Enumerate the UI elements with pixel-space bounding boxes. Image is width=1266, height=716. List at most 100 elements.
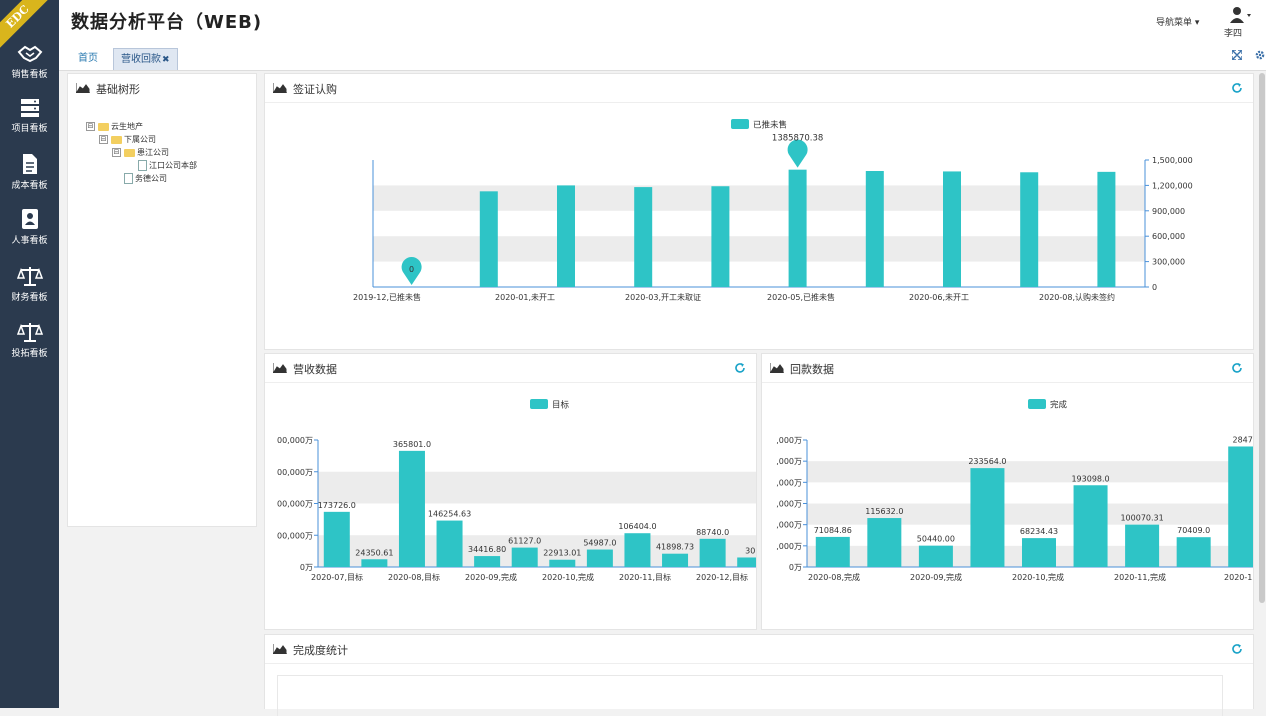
refresh-icon[interactable] bbox=[1231, 643, 1243, 655]
bar bbox=[815, 536, 850, 567]
x-tick-label: 2020-09,完成 bbox=[910, 572, 962, 582]
legend-swatch bbox=[530, 399, 548, 409]
panel-header: 回款数据 bbox=[762, 354, 1253, 383]
bar bbox=[970, 468, 1005, 567]
bar bbox=[918, 545, 953, 567]
tree-panel: 基础树形 ⊟ 云生地产 ⊟ 下属公司 ⊟ 患江公司 江口公司本部 务德公司 bbox=[67, 73, 257, 527]
data-label: 28470 bbox=[1232, 435, 1253, 444]
bar bbox=[361, 559, 388, 567]
collapse-toggle-icon[interactable]: ⊟ bbox=[112, 148, 121, 157]
sidebar-item-label: 销售看板 bbox=[11, 70, 48, 80]
nav-menu-dropdown[interactable]: 导航菜单 ▾ bbox=[1156, 18, 1200, 28]
data-label: 100070.31 bbox=[1120, 514, 1163, 523]
data-label: 233564.0 bbox=[968, 457, 1006, 466]
sidebar-item-project[interactable]: 项目看板 bbox=[0, 98, 59, 134]
x-tick-label: 2020-12,目标 bbox=[696, 572, 748, 582]
area-chart-icon bbox=[76, 83, 90, 93]
tree-node-label: 江口公司本部 bbox=[149, 161, 197, 170]
tree-node-label: 务德公司 bbox=[135, 174, 167, 183]
y-tick-label: 300,000 bbox=[1152, 258, 1185, 267]
bar bbox=[436, 520, 463, 567]
data-label: 24350.61 bbox=[355, 548, 393, 557]
tree-node[interactable]: 江口公司本部 bbox=[138, 159, 197, 172]
tab-revenue-collection[interactable]: 营收回款✖ bbox=[113, 48, 178, 70]
bar bbox=[474, 556, 501, 567]
sidebar-item-label: 项目看板 bbox=[11, 124, 48, 134]
sidebar-item-label: 投拓看板 bbox=[11, 349, 48, 359]
panel-title: 营收数据 bbox=[293, 363, 337, 376]
bar bbox=[1020, 172, 1039, 287]
user-name: 李四 bbox=[1224, 29, 1243, 39]
collapse-toggle-icon[interactable]: ⊟ bbox=[86, 122, 95, 131]
y-tick-label: 00,000万 bbox=[277, 531, 313, 540]
bar bbox=[323, 511, 350, 567]
bar bbox=[711, 186, 730, 287]
file-icon bbox=[138, 160, 147, 171]
y-tick-label: ,000万 bbox=[776, 457, 802, 466]
data-label: 34416.80 bbox=[468, 545, 506, 554]
x-tick-label: 2020-10,完成 bbox=[1012, 572, 1064, 582]
panel-header: 基础树形 bbox=[68, 74, 256, 102]
panel-title: 完成度统计 bbox=[293, 644, 348, 657]
sidebar-item-investment[interactable]: 投拓看板 bbox=[0, 321, 59, 359]
data-label: 68234.43 bbox=[1020, 527, 1058, 536]
sidebar-item-sales[interactable]: 销售看板 bbox=[0, 44, 59, 80]
user-icon[interactable] bbox=[1229, 6, 1253, 24]
folder-icon bbox=[124, 148, 135, 157]
app-title: 数据分析平台（WEB) bbox=[71, 12, 263, 33]
sidebar-item-hr[interactable]: 人事看板 bbox=[0, 208, 59, 246]
bar bbox=[737, 557, 756, 567]
refresh-icon[interactable] bbox=[1231, 82, 1243, 94]
document-icon bbox=[22, 154, 37, 174]
y-tick-label: ,000万 bbox=[776, 436, 802, 445]
y-tick-label: ,000万 bbox=[776, 542, 802, 551]
x-tick-label: 2020-07,目标 bbox=[311, 572, 363, 582]
collapse-toggle-icon[interactable]: ⊟ bbox=[99, 135, 108, 144]
chart-panel-revenue: 营收数据 目标 00,000万 00,000万 00,000万 00,000万 0万 173… bbox=[264, 353, 757, 630]
bar bbox=[867, 518, 902, 567]
bar bbox=[1097, 171, 1116, 287]
area-chart-icon bbox=[770, 363, 784, 373]
data-label: 22913.01 bbox=[543, 549, 581, 558]
sidebar-item-finance[interactable]: 财务看板 bbox=[0, 265, 59, 303]
bar bbox=[557, 185, 575, 287]
marker-pin bbox=[401, 257, 422, 285]
bar bbox=[943, 171, 961, 287]
refresh-icon[interactable] bbox=[734, 362, 746, 374]
y-tick-label: ,000万 bbox=[776, 521, 802, 530]
panel-title: 签证认购 bbox=[293, 83, 337, 96]
tree-node[interactable]: 务德公司 bbox=[124, 172, 167, 185]
y-tick-label: 0万 bbox=[789, 563, 802, 572]
panel-header: 营收数据 bbox=[265, 354, 756, 383]
x-tick-label: 2020-03,开工未取证 bbox=[625, 292, 701, 302]
y-tick-label: 1,500,000 bbox=[1152, 156, 1193, 165]
data-label: 61127.0 bbox=[508, 537, 541, 546]
tree-node[interactable]: ⊟ 下属公司 bbox=[99, 133, 156, 146]
refresh-icon[interactable] bbox=[1231, 362, 1243, 374]
folder-icon bbox=[98, 122, 109, 131]
y-tick-label: 0 bbox=[1152, 283, 1157, 292]
gear-icon[interactable] bbox=[1255, 50, 1265, 60]
data-label: 173726.0 bbox=[318, 501, 356, 510]
legend-label: 已推未售 bbox=[753, 120, 787, 131]
tree-node-label: 下属公司 bbox=[124, 135, 156, 144]
close-icon[interactable]: ✖ bbox=[162, 55, 170, 65]
tree-node[interactable]: ⊟ 患江公司 bbox=[112, 146, 169, 159]
fullscreen-icon[interactable] bbox=[1232, 50, 1242, 60]
tree-node-label: 云生地产 bbox=[111, 122, 143, 131]
handshake-icon bbox=[17, 45, 42, 63]
scrollbar[interactable] bbox=[1259, 73, 1265, 603]
data-label: 88740.0 bbox=[696, 528, 729, 537]
sidebar-item-cost[interactable]: 成本看板 bbox=[0, 153, 59, 191]
x-tick-label: 2020-12, bbox=[1224, 573, 1253, 582]
tab-home[interactable]: 首页 bbox=[78, 53, 98, 64]
x-tick-label: 2020-11,完成 bbox=[1114, 572, 1166, 582]
scales-icon bbox=[16, 267, 43, 286]
tree-node-label: 患江公司 bbox=[137, 148, 169, 157]
x-tick-label: 2020-08,认购未签约 bbox=[1039, 292, 1115, 302]
tree-node[interactable]: ⊟ 云生地产 bbox=[86, 120, 143, 133]
sidebar-item-label: 财务看板 bbox=[11, 293, 48, 303]
bar bbox=[1176, 537, 1211, 567]
sidebar-item-label: 人事看板 bbox=[11, 236, 48, 246]
x-tick-label: 2020-01,未开工 bbox=[495, 292, 555, 302]
